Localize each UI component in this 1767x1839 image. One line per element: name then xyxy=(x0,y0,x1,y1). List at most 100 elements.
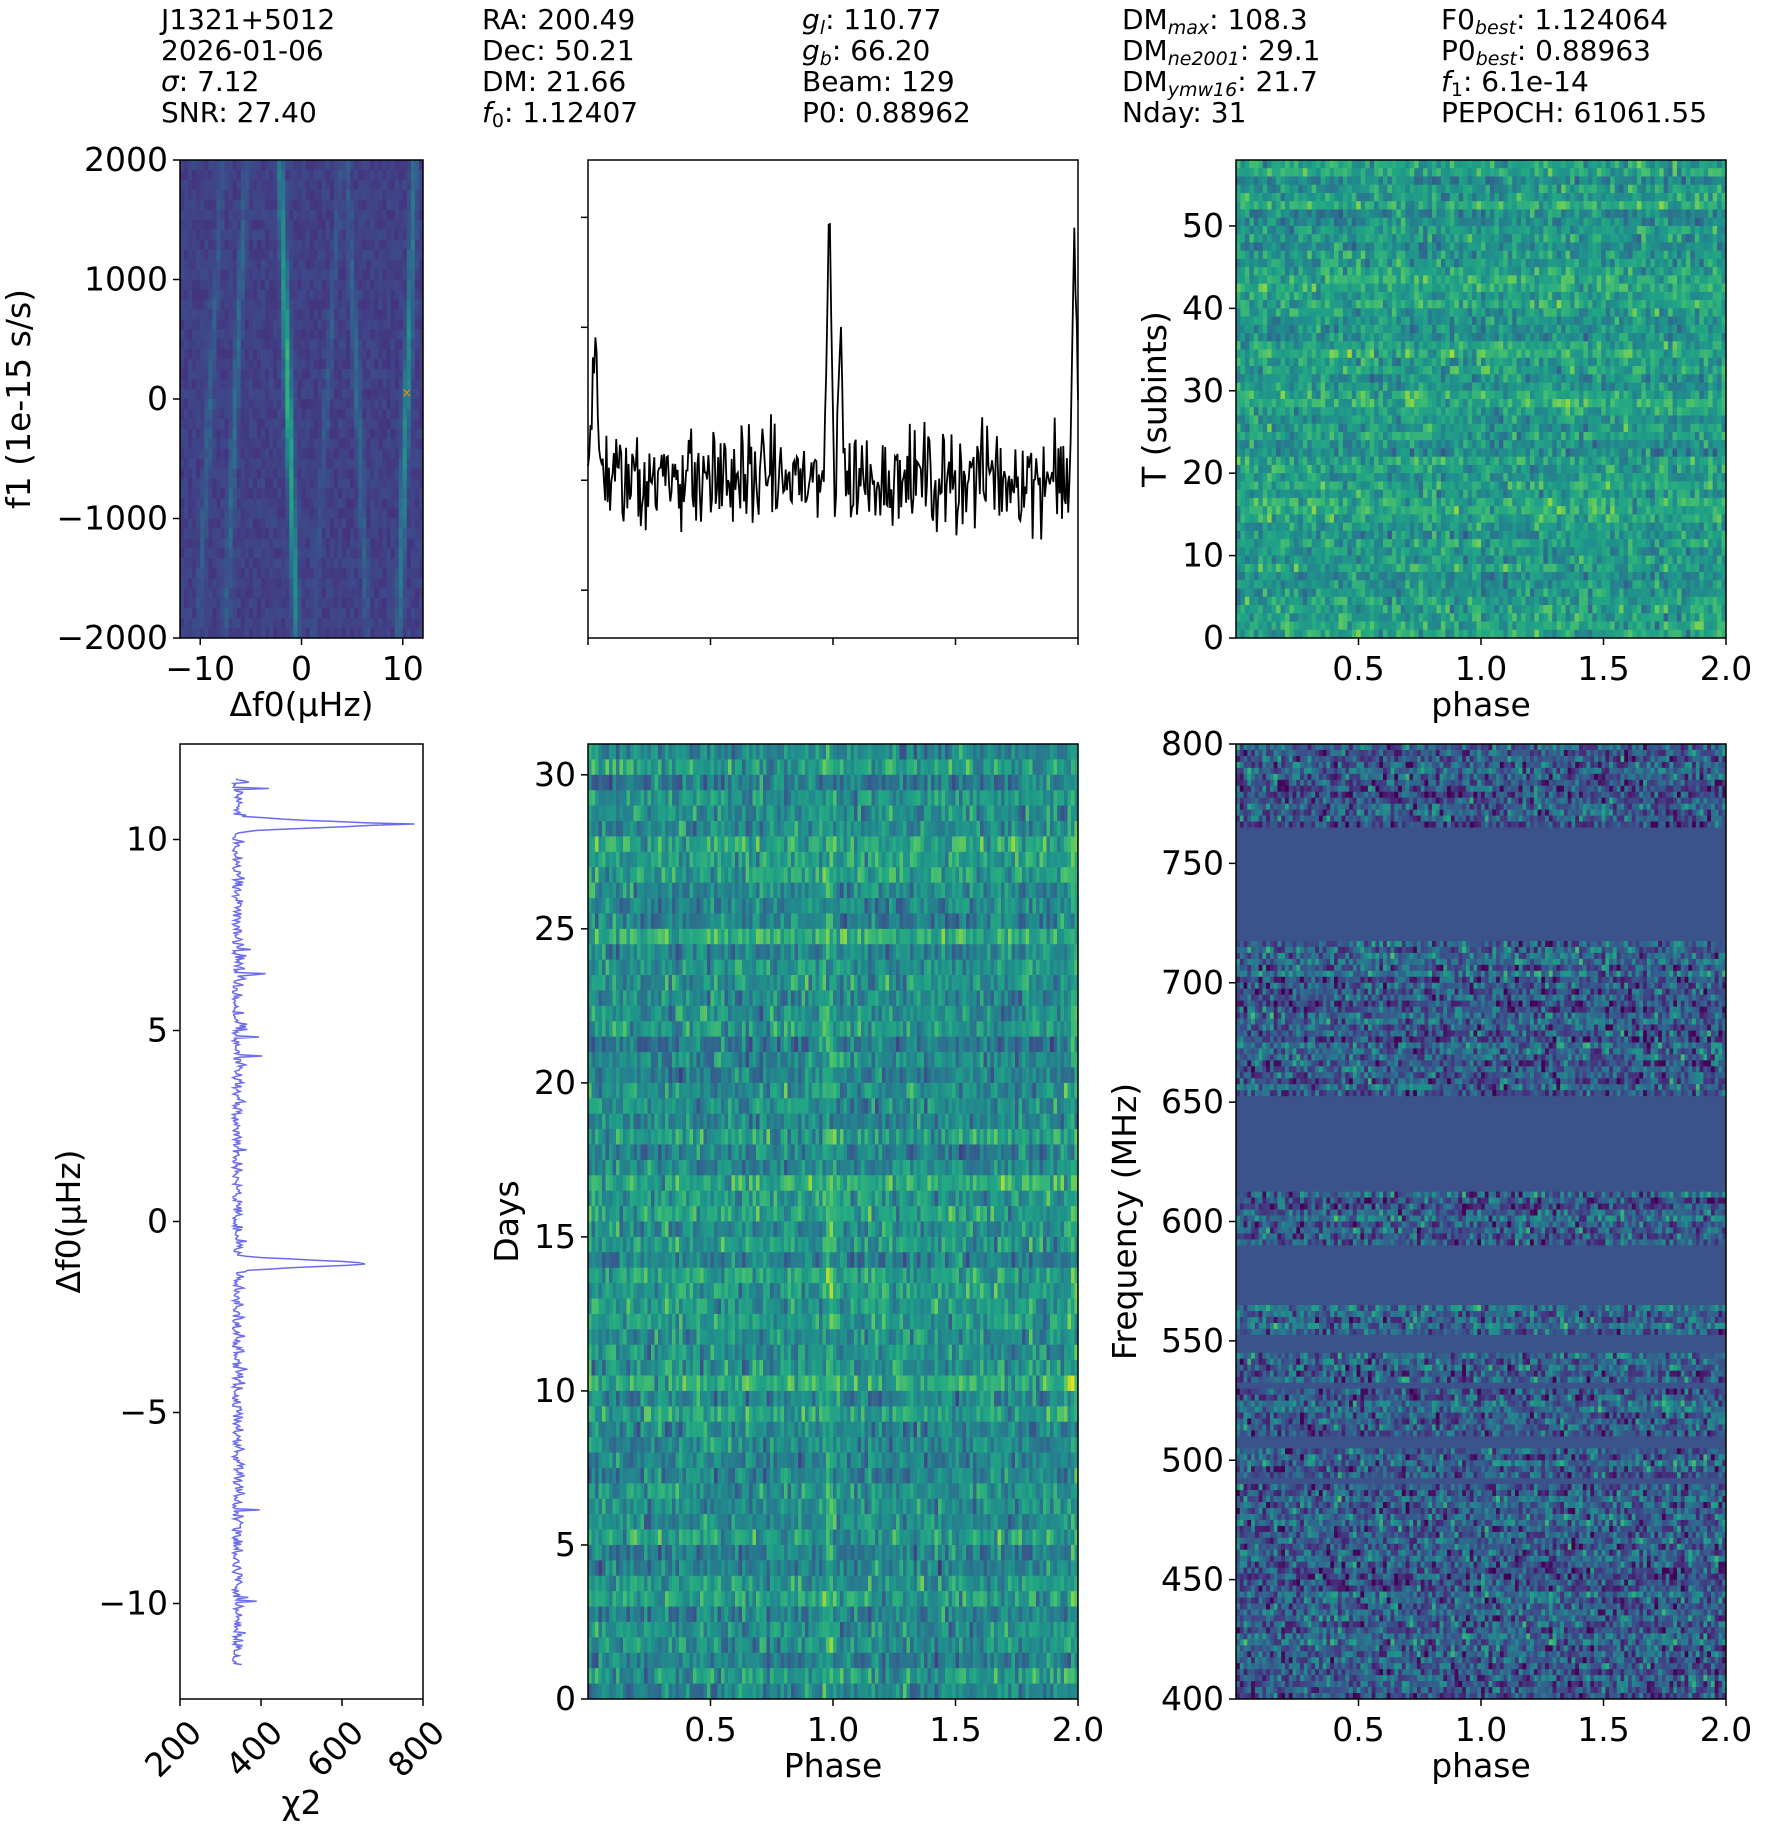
subint-phase-cell xyxy=(1432,258,1437,268)
f0-f1-search-cell xyxy=(313,399,319,410)
subint-phase-cell xyxy=(1538,242,1544,252)
subint-phase-cell xyxy=(1432,275,1437,285)
subint-phase-cell xyxy=(1525,267,1531,276)
f0-f1-search-cell xyxy=(329,628,335,639)
f0-f1-search-cell xyxy=(240,359,246,370)
subint-phase-cell xyxy=(1525,168,1531,177)
subint-phase-cell xyxy=(1378,308,1384,317)
subint-phase-cell xyxy=(1485,283,1491,293)
f0-f1-search-cell xyxy=(329,329,335,340)
f0-f1-search-cell xyxy=(418,548,424,559)
subint-phase-cell xyxy=(1650,176,1656,186)
f0-f1-search-cell xyxy=(265,408,270,420)
subint-phase-cell xyxy=(1307,192,1313,202)
subint-phase-cell xyxy=(1374,168,1379,177)
subint-phase-cell xyxy=(1516,176,1522,186)
subint-phase-cell xyxy=(1458,300,1464,309)
subint-phase-cell xyxy=(1556,168,1562,177)
subint-phase-cell xyxy=(1378,176,1384,186)
subint-phase-cell xyxy=(1645,258,1651,268)
f0-f1-search-cell xyxy=(350,618,355,629)
subint-phase-cell xyxy=(1285,308,1290,317)
subint-phase-cell xyxy=(1436,250,1442,260)
subint-phase-cell xyxy=(1654,160,1660,169)
subint-phase-cell xyxy=(1249,201,1255,210)
subint-phase-cell xyxy=(1244,201,1250,210)
subint-phase-cell xyxy=(1534,217,1540,227)
f0-f1-search-cell xyxy=(200,538,205,549)
subint-phase-cell xyxy=(1436,267,1442,276)
subint-phase-cell xyxy=(1570,184,1575,194)
subint-phase-cell xyxy=(1601,184,1607,194)
f0-f1-search-cell xyxy=(196,518,201,529)
f0-f1-search-cell xyxy=(321,438,327,450)
subint-phase-cell xyxy=(1708,283,1714,293)
f0-f1-search-cell xyxy=(184,379,189,390)
f0-f1-search-cell xyxy=(370,339,375,350)
subint-phase-cell xyxy=(1583,160,1589,169)
f0-f1-search-cell xyxy=(220,329,225,340)
f0-f1-search-cell xyxy=(248,169,254,181)
subint-phase-cell xyxy=(1570,283,1575,293)
subint-phase-cell xyxy=(1583,184,1589,194)
subint-phase-cell xyxy=(1636,176,1642,186)
subint-phase-cell xyxy=(1476,258,1482,268)
subint-phase-cell xyxy=(1579,267,1584,276)
f0-f1-search-cell xyxy=(301,359,306,370)
f0-f1-search-cell xyxy=(273,578,278,589)
f0-f1-search-cell xyxy=(240,229,246,241)
subint-phase-cell xyxy=(1391,234,1397,243)
f0-f1-search-cell xyxy=(362,319,367,330)
f0-f1-search-cell xyxy=(244,528,250,539)
f0-f1-search-cell xyxy=(281,508,286,519)
subint-phase-cell xyxy=(1721,291,1727,301)
f0-f1-search-cell xyxy=(248,428,254,440)
subint-phase-cell xyxy=(1547,242,1553,252)
f0-f1-search-cell xyxy=(208,478,213,490)
f0-f1-search-cell xyxy=(269,408,274,420)
subint-phase-cell xyxy=(1587,160,1593,169)
subint-phase-cell xyxy=(1574,267,1580,276)
f0-f1-search-cell xyxy=(350,548,355,559)
p0-row: P0: 0.88962 xyxy=(802,97,971,128)
f0-f1-search-cell xyxy=(200,279,205,290)
f0-f1-search-cell xyxy=(370,229,375,241)
f0-f1-search-cell xyxy=(180,588,185,599)
f0-f1-search-cell xyxy=(224,209,229,221)
f0-f1-search-cell xyxy=(261,598,266,609)
f0-f1-search-cell xyxy=(265,209,270,221)
f0-f1-search-cell xyxy=(418,169,424,181)
subint-phase-cell xyxy=(1338,168,1344,177)
f0-f1-search-cell xyxy=(261,229,266,241)
subint-phase-cell xyxy=(1570,217,1575,227)
f0-f1-search-cell xyxy=(329,279,335,290)
f0-f1-search-cell xyxy=(414,488,420,499)
subint-phase-cell xyxy=(1668,283,1673,293)
f0-f1-search-cell xyxy=(406,568,412,579)
f0-f1-search-cell xyxy=(236,349,242,360)
f0-f1-search-cell xyxy=(333,209,339,221)
f0-f1-search-cell xyxy=(374,578,379,589)
f0-f1-search-cell xyxy=(390,209,396,221)
f0-f1-search-cell xyxy=(285,299,290,310)
f0-f1-search-cell xyxy=(414,389,420,400)
subint-phase-cell xyxy=(1583,225,1589,235)
f0-f1-search-cell xyxy=(370,488,375,499)
subint-phase-cell xyxy=(1244,300,1250,309)
f0-f1-search-cell xyxy=(224,309,229,320)
subint-phase-cell xyxy=(1605,225,1611,235)
f0-f1-search-cell xyxy=(374,249,379,260)
f0-f1-search-cell xyxy=(305,608,310,619)
subint-phase-cell xyxy=(1449,250,1455,260)
subint-phase-cell xyxy=(1467,201,1473,210)
f0-f1-search-cell xyxy=(265,299,270,310)
f0-f1-search-cell xyxy=(204,548,209,559)
f0-f1-search-cell xyxy=(208,239,213,251)
subint-phase-cell xyxy=(1565,258,1571,268)
f0-f1-search-cell xyxy=(350,448,355,460)
f0-f1-search-cell xyxy=(346,608,351,619)
subint-phase-cell xyxy=(1632,234,1638,243)
f0-f1-search-cell xyxy=(309,628,315,639)
f0-f1-search-cell xyxy=(240,528,246,539)
f0-f1-search-cell xyxy=(386,538,391,549)
